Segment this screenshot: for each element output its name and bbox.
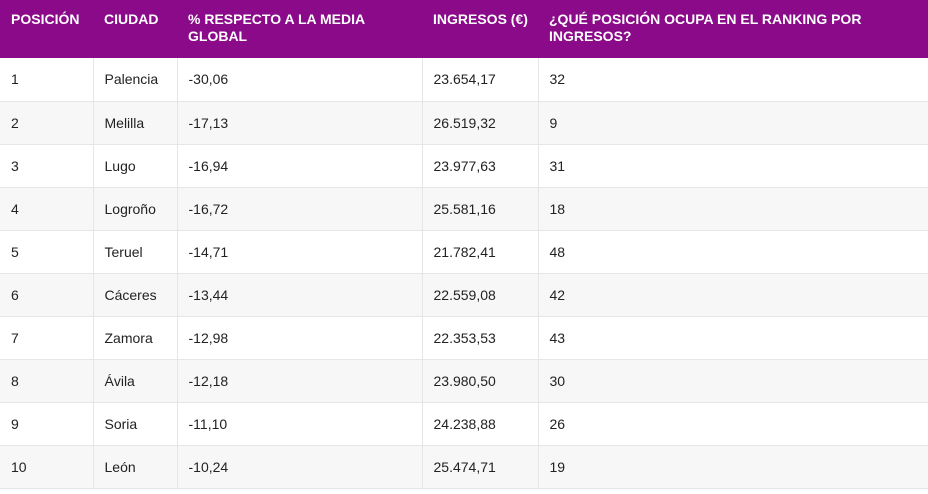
cell-porcentaje: -17,13 [177,101,423,145]
cell-ingresos: 22.559,08 [422,273,539,317]
cell-ciudad: Ávila [93,359,178,403]
column-header-porcentaje-media: % RESPECTO A LA MEDIA GLOBAL [188,11,365,44]
cell-ranking: 18 [538,187,928,231]
cell-ranking: 42 [538,273,928,317]
cell-ingresos: 24.238,88 [422,402,539,446]
table-row: 8 Ávila -12,18 23.980,50 30 [0,359,928,403]
cell-ciudad: Soria [93,402,178,446]
cell-ciudad: Lugo [93,144,178,188]
table-row: 2 Melilla -17,13 26.519,32 9 [0,101,928,145]
header-row: POSICIÓN CIUDAD % RESPECTO A LA MEDIA GL… [0,0,928,58]
cell-ingresos: 23.654,17 [422,58,539,102]
cell-ciudad: Melilla [93,101,178,145]
cell-posicion: 5 [0,230,94,274]
cell-ciudad: León [93,445,178,489]
table-header: POSICIÓN CIUDAD % RESPECTO A LA MEDIA GL… [0,0,928,58]
cell-ranking: 9 [538,101,928,145]
table-row: 4 Logroño -16,72 25.581,16 18 [0,187,928,231]
cell-porcentaje: -12,98 [177,316,423,360]
table-row: 3 Lugo -16,94 23.977,63 31 [0,144,928,188]
cell-porcentaje: -13,44 [177,273,423,317]
cell-posicion: 7 [0,316,94,360]
cell-porcentaje: -16,72 [177,187,423,231]
cell-ingresos: 23.980,50 [422,359,539,403]
cell-posicion: 9 [0,402,94,446]
cell-ingresos: 25.474,71 [422,445,539,489]
table-row: 1 Palencia -30,06 23.654,17 32 [0,58,928,102]
cell-posicion: 6 [0,273,94,317]
cell-ranking: 19 [538,445,928,489]
cell-porcentaje: -11,10 [177,402,423,446]
cell-ciudad: Logroño [93,187,178,231]
column-header-posicion: POSICIÓN [11,11,80,27]
cell-ranking: 32 [538,58,928,102]
cell-ingresos: 22.353,53 [422,316,539,360]
cell-porcentaje: -30,06 [177,58,423,102]
cell-porcentaje: -12,18 [177,359,423,403]
cell-ranking: 26 [538,402,928,446]
cell-ciudad: Cáceres [93,273,178,317]
cell-ciudad: Teruel [93,230,178,274]
cell-posicion: 4 [0,187,94,231]
cell-ingresos: 21.782,41 [422,230,539,274]
column-header-ciudad: CIUDAD [104,11,159,27]
cell-porcentaje: -14,71 [177,230,423,274]
cell-ranking: 48 [538,230,928,274]
cell-porcentaje: -16,94 [177,144,423,188]
cell-ingresos: 23.977,63 [422,144,539,188]
cell-ranking: 30 [538,359,928,403]
cell-posicion: 1 [0,58,94,102]
table-row: 7 Zamora -12,98 22.353,53 43 [0,316,928,360]
cell-ciudad: Zamora [93,316,178,360]
cell-ranking: 31 [538,144,928,188]
cell-ingresos: 26.519,32 [422,101,539,145]
column-header-ranking-ingresos: ¿QUÉ POSICIÓN OCUPA EN EL RANKING POR IN… [549,11,862,44]
table-row: 5 Teruel -14,71 21.782,41 48 [0,230,928,274]
cell-ciudad: Palencia [93,58,178,102]
cell-posicion: 2 [0,101,94,145]
cell-posicion: 3 [0,144,94,188]
table-body: 1 Palencia -30,06 23.654,17 32 2 Melilla… [0,58,928,489]
cell-porcentaje: -10,24 [177,445,423,489]
column-header-ingresos: INGRESOS (€) [433,11,528,27]
cell-posicion: 8 [0,359,94,403]
cell-ingresos: 25.581,16 [422,187,539,231]
table-row: 6 Cáceres -13,44 22.559,08 42 [0,273,928,317]
table-row: 9 Soria -11,10 24.238,88 26 [0,402,928,446]
table-row: 10 León -10,24 25.474,71 19 [0,445,928,489]
cell-posicion: 10 [0,445,94,489]
cell-ranking: 43 [538,316,928,360]
